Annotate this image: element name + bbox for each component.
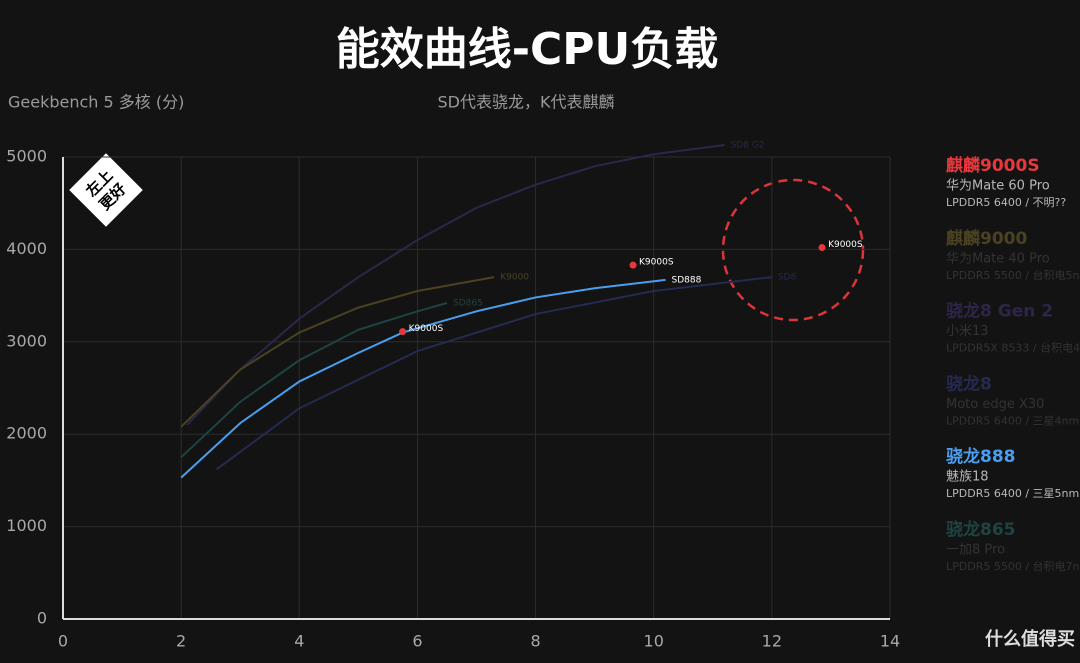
y-tick-label: 4000 bbox=[6, 239, 47, 258]
legend-memory: LPDDR5 6400 / 三星5nm bbox=[946, 487, 1079, 500]
legend-memory: LPDDR5 5500 / 台积电5nm bbox=[946, 268, 1080, 282]
legend-name: 骁龙8 bbox=[946, 373, 992, 394]
legend-device: 一加8 Pro bbox=[946, 543, 1005, 558]
line-end-label: SD888 bbox=[672, 275, 702, 285]
x-tick-label: 6 bbox=[412, 632, 422, 651]
point-label: K9000S bbox=[828, 240, 863, 250]
legend-name: 骁龙865 bbox=[946, 519, 1016, 540]
legend-name: 骁龙888 bbox=[946, 446, 1016, 467]
x-tick-label: 12 bbox=[762, 632, 782, 651]
series-line bbox=[180, 276, 495, 428]
x-tick-label: 4 bbox=[294, 632, 304, 651]
y-tick-label: 0 bbox=[37, 609, 47, 628]
legend-memory: LPDDR5X 8533 / 台积电4nm bbox=[946, 341, 1080, 355]
legend-device: 小米13 bbox=[946, 324, 989, 339]
x-tick-label: 2 bbox=[176, 632, 186, 651]
y-tick-label: 5000 bbox=[6, 147, 47, 166]
subtitle: SD代表骁龙，K代表麒麟 bbox=[438, 93, 615, 112]
point-label: K9000S bbox=[409, 324, 444, 334]
legend-memory: LPDDR5 5500 / 台积电7nm bbox=[946, 559, 1080, 573]
x-tick-label: 10 bbox=[644, 632, 664, 651]
line-end-label: K9000 bbox=[500, 273, 529, 283]
line-end-label: SD865 bbox=[453, 298, 483, 308]
legend-device: 魅族18 bbox=[946, 469, 989, 485]
data-point bbox=[818, 244, 826, 252]
series-line bbox=[186, 143, 725, 426]
series-line bbox=[215, 276, 772, 471]
legend-memory: LPDDR5 6400 / 三星4nm bbox=[946, 414, 1079, 427]
legend-name: 麒麟9000 bbox=[946, 228, 1027, 249]
legend-memory: LPDDR5 6400 / 不明?? bbox=[946, 196, 1066, 209]
data-point bbox=[399, 328, 407, 336]
legend-name: 骁龙8 Gen 2 bbox=[946, 301, 1053, 322]
line-end-label: SD8 G2 bbox=[731, 140, 765, 150]
watermark: 什么值得买 bbox=[985, 628, 1075, 650]
legend-device: 华为Mate 60 Pro bbox=[946, 179, 1050, 194]
x-tick-label: 0 bbox=[58, 632, 68, 651]
x-tick-label: 8 bbox=[530, 632, 540, 651]
line-end-label: SD8 bbox=[778, 273, 797, 283]
legend-device: 华为Mate 40 Pro bbox=[946, 251, 1050, 266]
series-line bbox=[180, 302, 448, 459]
highlight-circle bbox=[721, 178, 865, 322]
legend-name: 麒麟9000S bbox=[946, 155, 1040, 176]
y-axis-label: Geekbench 5 多核 (分) bbox=[8, 93, 184, 112]
y-tick-label: 2000 bbox=[6, 424, 47, 443]
y-tick-label: 3000 bbox=[6, 331, 47, 350]
x-tick-label: 14 bbox=[880, 632, 900, 651]
data-point bbox=[629, 261, 637, 269]
legend-device: Moto edge X30 bbox=[946, 397, 1044, 412]
point-label: K9000S bbox=[639, 258, 674, 268]
chart-title: 能效曲线-CPU负载 bbox=[336, 24, 719, 75]
y-tick-label: 1000 bbox=[6, 516, 47, 535]
